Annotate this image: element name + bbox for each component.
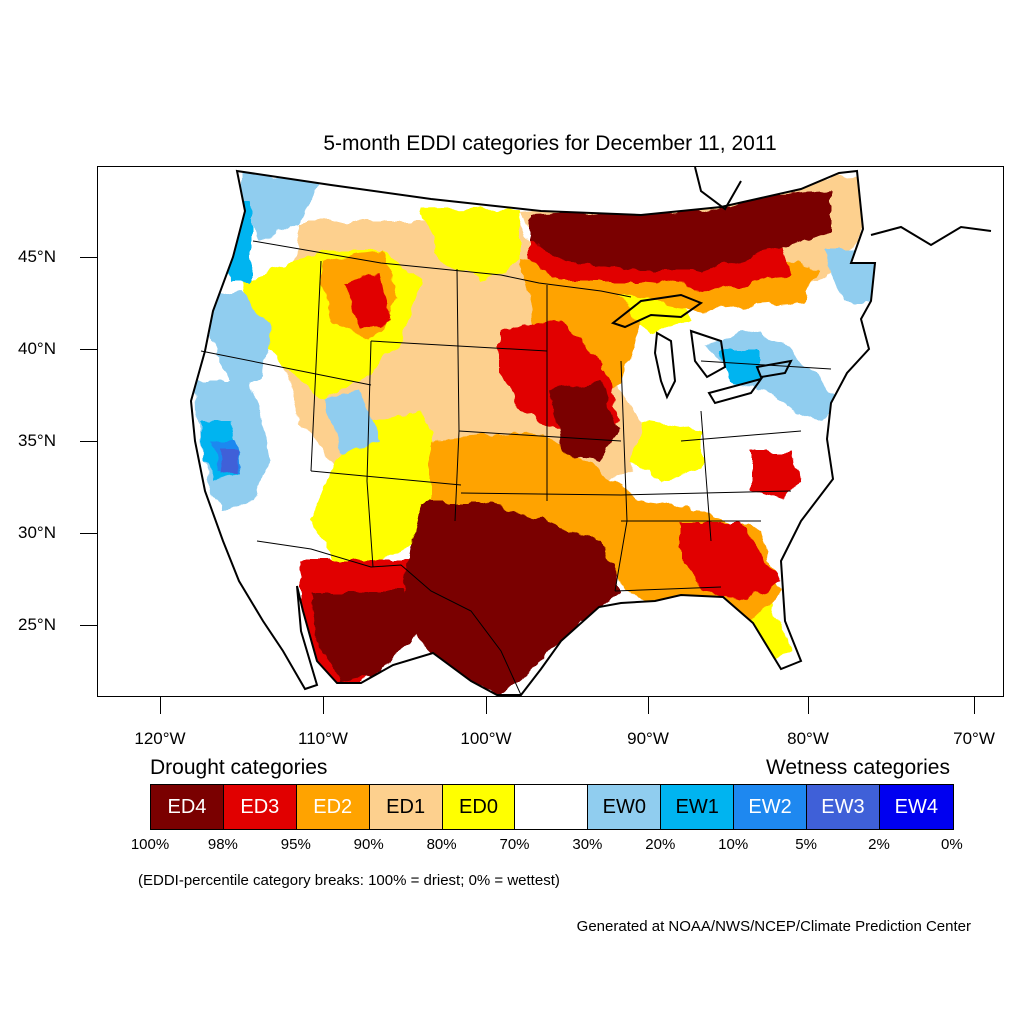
lake-superior: [610, 293, 704, 329]
field-ed3-montana: [341, 271, 391, 331]
wetness-categories-heading: Wetness categories: [765, 756, 950, 779]
legend-box-ew1: EW1: [661, 785, 735, 829]
east-west-line-1: [200, 350, 372, 386]
lat-label-45n: 45°N: [18, 247, 56, 266]
lat-tick-25n: [80, 625, 97, 626]
lon-tick-90w: [648, 697, 649, 714]
legend-box-ew3: EW3: [807, 785, 880, 829]
field-ed0-ohio: [631, 421, 701, 481]
lat-label-30n: 30°N: [18, 523, 56, 542]
field-ed4-southern-plains: [401, 501, 621, 693]
lon-tick-80w: [808, 697, 809, 714]
lon-tick-110w: [323, 697, 324, 714]
lon-label-80w: 80°W: [787, 729, 829, 748]
field-ew1-ontario: [721, 351, 761, 381]
drought-categories-heading: Drought categories: [150, 756, 328, 779]
field-ew0-northwest: [201, 291, 271, 381]
lat-label-25n: 25°N: [18, 615, 56, 634]
lake-ontario: [755, 359, 793, 379]
field-ew0-utah: [321, 391, 381, 451]
legend-box-ed3: ED3: [223, 785, 297, 829]
field-ed4-midwest: [551, 381, 621, 461]
lon-tick-100w: [486, 697, 487, 714]
break-label: 30%: [572, 836, 603, 853]
break-label: 100%: [130, 836, 170, 853]
east-west-line-7: [680, 430, 802, 442]
lat-label-40n: 40°N: [18, 339, 56, 358]
legend-box-ew0: EW0: [588, 785, 662, 829]
break-label: 2%: [868, 836, 890, 853]
category-footnote: (EDDI-percentile category breaks: 100% =…: [138, 872, 560, 889]
break-label: 70%: [499, 836, 530, 853]
legend-box-ed0: ED0: [442, 785, 516, 829]
lake-erie: [707, 377, 764, 405]
field-ed3-carolinas: [751, 451, 801, 501]
field-ed0-northern-plains: [421, 209, 521, 281]
state-boundaries: [200, 240, 832, 696]
east-west-line-9: [700, 360, 832, 370]
legend-box-ed2: ED2: [296, 785, 370, 829]
break-label: 5%: [795, 836, 817, 853]
east-west-line-4: [458, 430, 622, 442]
hudson-bay-shore: [694, 167, 742, 211]
lat-tick-45n: [80, 257, 97, 258]
lat-tick-40n: [80, 349, 97, 350]
lon-tick-70w: [974, 697, 975, 714]
lon-label-90w: 90°W: [627, 729, 669, 748]
lat-tick-30n: [80, 533, 97, 534]
coastlines: [190, 167, 992, 696]
lake-michigan: [653, 331, 677, 400]
lon-label-110w: 110°W: [298, 729, 348, 748]
page-title: 5-month EDDI categories for December 11,…: [323, 132, 777, 155]
lake-huron: [689, 329, 727, 379]
east-west-line-5: [460, 490, 792, 496]
north-south-line-6: [700, 410, 712, 542]
map-panel: [97, 166, 1004, 697]
north-south-line-2: [366, 340, 374, 568]
break-label: 98%: [207, 836, 238, 853]
field-ed4-mexico: [311, 591, 421, 681]
us-canada-border: [252, 240, 632, 298]
legend-box-neutral: [515, 785, 589, 829]
break-label: 10%: [718, 836, 749, 853]
field-ed3-southeast: [681, 521, 781, 601]
category-legend: ED4 ED3 ED2 ED1 ED0 EW0 EW1 EW2 EW3 EW4: [150, 784, 954, 830]
field-ed0-rockies: [311, 411, 441, 561]
lon-label-100w: 100°W: [460, 729, 512, 748]
field-ew3-sierra: [219, 451, 239, 473]
lon-label-70w: 70°W: [953, 729, 995, 748]
drought-map: [98, 167, 1003, 696]
north-south-line-1: [310, 260, 322, 472]
lat-label-35n: 35°N: [18, 431, 56, 450]
lon-label-120w: 120°W: [134, 729, 186, 748]
legend-box-ew2: EW2: [734, 785, 808, 829]
lon-tick-120w: [160, 697, 161, 714]
break-label: 90%: [353, 836, 384, 853]
field-ew0-pacific-northwest: [241, 171, 321, 241]
break-label: 20%: [645, 836, 676, 853]
lat-tick-35n: [80, 441, 97, 442]
legend-box-ew4: EW4: [879, 785, 953, 829]
east-west-line-8: [614, 586, 722, 592]
field-ed4-canada: [531, 191, 831, 271]
break-label: 95%: [280, 836, 311, 853]
legend-box-ed4: ED4: [151, 785, 224, 829]
east-west-line-3: [370, 340, 548, 352]
us-mexico-border: [256, 540, 522, 696]
break-label: 80%: [426, 836, 457, 853]
break-label: 0%: [941, 836, 963, 853]
gulf-of-st-lawrence-shore: [870, 225, 992, 247]
credit-line: Generated at NOAA/NWS/NCEP/Climate Predi…: [576, 918, 971, 935]
east-west-line-2: [310, 470, 462, 486]
legend-box-ed1: ED1: [369, 785, 443, 829]
